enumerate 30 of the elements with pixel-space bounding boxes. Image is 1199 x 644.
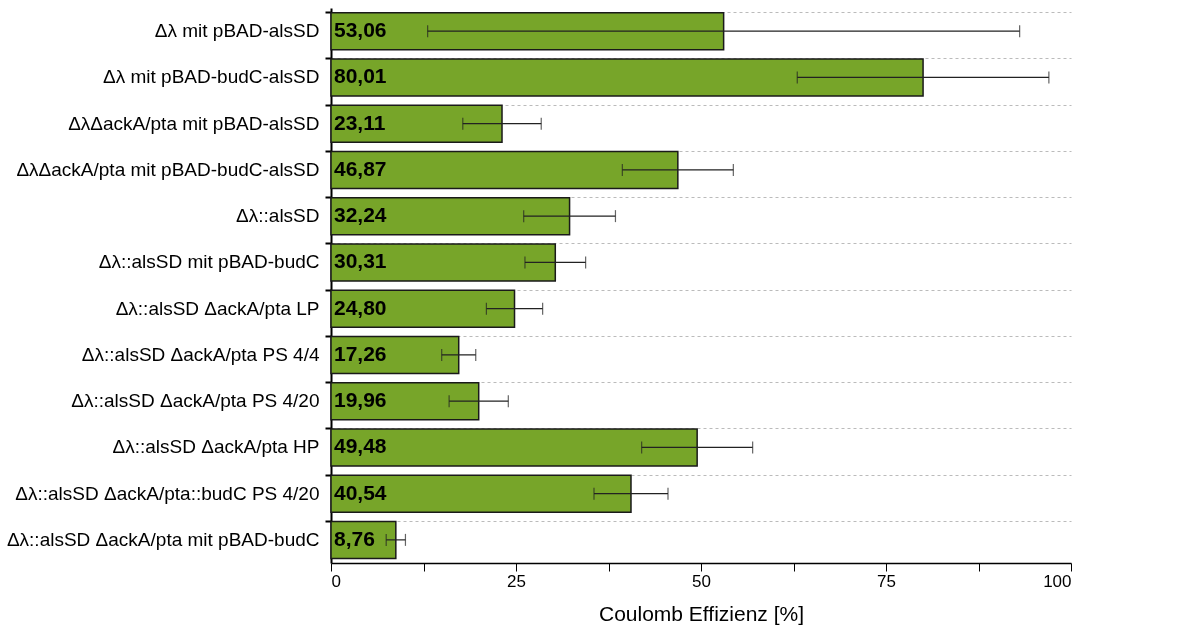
y-tick-label: Δλ::alsSD mit pBAD-budC xyxy=(98,251,320,273)
x-tick-label: 75 xyxy=(877,571,896,591)
data-label: 17,26 xyxy=(334,341,387,365)
y-tick-label: Δλ::alsSD xyxy=(236,205,320,227)
x-axis-title: Coulomb Effizienz [%] xyxy=(598,601,805,625)
data-label: 53,06 xyxy=(334,18,387,42)
y-tick-label: Δλ::alsSD ΔackA/pta HP xyxy=(112,436,320,458)
data-label: 30,31 xyxy=(334,249,387,273)
y-tick-label: ΔλΔackA/pta mit pBAD-alsSD xyxy=(68,112,320,134)
y-tick-label: Δλ mit pBAD-budC-alsSD xyxy=(103,66,320,88)
y-tick-label: Δλ::alsSD ΔackA/pta PS 4/4 xyxy=(81,343,320,365)
x-tick-label: 0 xyxy=(331,571,341,591)
data-label: 40,54 xyxy=(334,480,387,504)
data-label: 80,01 xyxy=(334,64,387,88)
data-label: 24,80 xyxy=(334,295,387,319)
y-tick-label: ΔλΔackA/pta mit pBAD-budC-alsSD xyxy=(16,158,320,180)
y-tick-label: Δλ::alsSD ΔackA/pta::budC PS 4/20 xyxy=(15,482,320,504)
y-tick-label: Δλ::alsSD ΔackA/pta PS 4/20 xyxy=(71,390,320,412)
data-label: 23,11 xyxy=(334,110,386,134)
x-tick-label: 100 xyxy=(1043,571,1072,591)
data-label: 49,48 xyxy=(334,434,387,458)
x-tick-label: 50 xyxy=(692,571,711,591)
x-tick-label: 25 xyxy=(507,571,526,591)
y-tick-label: Δλ mit pBAD-alsSD xyxy=(154,20,320,42)
data-label: 19,96 xyxy=(334,388,387,412)
y-tick-label: Δλ::alsSD ΔackA/pta mit pBAD-budC xyxy=(6,528,320,550)
data-label: 8,76 xyxy=(334,526,375,550)
y-tick-label: Δλ::alsSD ΔackA/pta LP xyxy=(115,297,320,319)
data-label: 46,87 xyxy=(334,156,387,180)
data-label: 32,24 xyxy=(334,203,387,227)
